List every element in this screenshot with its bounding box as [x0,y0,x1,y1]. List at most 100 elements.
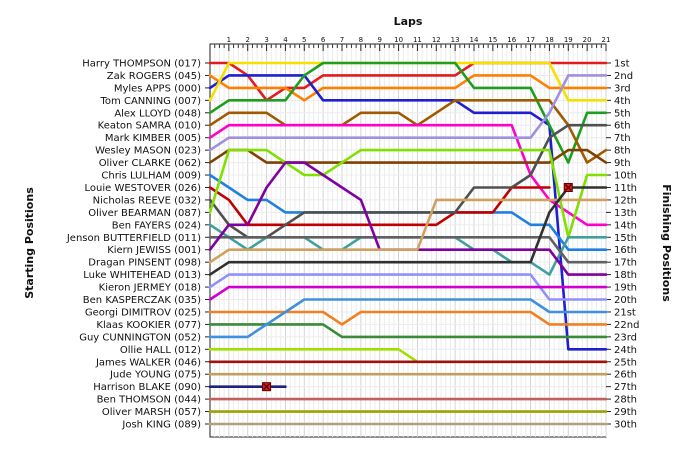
starting-position-label: Luke WHITEHEAD (013) [83,270,201,281]
starting-position-label: Harrison BLAKE (090) [93,382,201,393]
starting-position-label: Harry THOMPSON (017) [82,59,201,70]
finishing-position-label: 23rd [614,332,637,343]
lap-tick-label: 18 [545,36,554,44]
starting-position-label: Dragan PINSENT (098) [88,258,201,269]
finishing-position-label: 17th [614,258,637,269]
finishing-position-label: 11th [614,183,637,194]
finishing-position-label: 15th [614,233,637,244]
lap-tick-label: 6 [321,36,326,44]
starting-position-label: Oliver BEARMAN (087) [88,208,201,219]
lap-tick-label: 12 [432,36,441,44]
series-line [208,74,608,351]
starting-position-label: Guy CUNNINGTON (052) [79,332,201,343]
starting-position-label: Oliver MARSH (057) [102,407,201,418]
lap-tick-label: 20 [583,36,592,44]
finishing-position-label: 10th [614,171,637,182]
series-line [208,148,608,239]
finishing-position-label: 3rd [614,83,631,94]
finishing-position-label: 2nd [614,71,633,82]
starting-position-label: Zak ROGERS (045) [107,71,201,82]
series-line [208,99,608,164]
starting-position-label: Louie WESTOVER (026) [85,183,202,194]
starting-position-label: Josh KING (089) [121,420,201,431]
lap-tick-label: 10 [394,36,403,44]
starting-position-label: Keaton SAMRA (010) [98,121,201,132]
lap-tick-label: 21 [602,36,611,44]
finishing-position-label: 24th [614,345,637,356]
series-line [208,310,608,326]
lap-tick-label: 5 [302,36,306,44]
starting-position-label: Mark KIMBER (005) [105,133,201,144]
lap-tick-label: 11 [413,36,422,44]
lap-tick-label: 4 [283,36,288,44]
lap-tick-label: 15 [488,36,497,44]
lap-tick-label: 1 [227,36,231,44]
series-line [208,298,608,339]
retirement-marker [563,182,573,192]
starting-position-label: Tom CANNING (007) [100,96,202,107]
finishing-position-label: 13th [614,208,637,219]
starting-position-label: Kieron JERMEY (018) [99,283,201,294]
finishing-position-label: 30th [614,420,637,431]
finishing-position-label: 22nd [614,320,639,331]
finishing-position-label: 9th [614,158,631,169]
left-axis-title: Starting Positions [23,187,36,299]
lap-tick-label: 17 [526,36,535,44]
series-line [208,61,608,164]
starting-position-label: Klaas KOOKIER (077) [96,320,201,331]
starting-position-label: Ben KASPERCZAK (035) [83,295,201,306]
starting-position-label: Ben THOMSON (044) [97,395,202,406]
finishing-position-label: 28th [614,395,637,406]
series-line [208,123,608,239]
lap-tick-label: 9 [377,36,381,44]
finishing-position-label: 19th [614,283,637,294]
series-line [208,74,608,152]
series-line [208,148,608,164]
starting-position-label: Wesley MASON (023) [95,146,201,157]
series-line [208,198,608,264]
lap-tick-label: 8 [359,36,363,44]
starting-position-label: Georgi DIMITROV (025) [85,307,201,318]
series-line [208,186,551,227]
finishing-position-label: 12th [614,195,637,206]
finishing-position-label: 7th [614,133,631,144]
finishing-position-label: 16th [614,245,637,256]
lap-tick-label: 16 [507,36,516,44]
finishing-position-label: 4th [614,96,631,107]
finishing-position-label: 6th [614,121,631,132]
starting-position-label: Jude YOUNG (075) [109,370,201,381]
finishing-position-label: 18th [614,270,637,281]
finishing-position-label: 27th [614,382,637,393]
lap-tick-label: 19 [564,36,573,44]
lap-tick-label: 3 [264,36,268,44]
starting-position-label: James WALKER (046) [95,357,201,368]
series-line [208,323,608,339]
lap-tick-label: 2 [245,36,249,44]
retirement-marker [262,382,272,392]
finishing-position-label: 5th [614,108,631,119]
lap-tick-label: 7 [340,36,344,44]
top-axis-title: Laps [394,15,423,28]
finishing-position-label: 14th [614,220,637,231]
series-line [208,186,608,276]
series-lines [208,61,608,426]
starting-position-label: Oliver CLARKE (062) [99,158,201,169]
starting-position-label: Nicholas REEVE (032) [93,195,201,206]
starting-position-label: Alex LLOYD (048) [114,108,201,119]
starting-position-label: Ben FAYERS (024) [112,220,201,231]
starting-position-label: Ollie HALL (012) [120,345,201,356]
starting-position-label: Chris LULHAM (009) [101,171,201,182]
finishing-position-label: 8th [614,146,631,157]
finishing-position-label: 20th [614,295,637,306]
finishing-position-label: 29th [614,407,637,418]
lap-tick-label: 14 [470,36,479,44]
starting-position-label: Jenson BUTTERFIELD (011) [66,233,201,244]
finishing-position-label: 21st [614,307,636,318]
finishing-position-label: 25th [614,357,637,368]
finishing-position-label: 1st [614,59,630,70]
finishing-position-label: 26th [614,370,637,381]
starting-position-label: Kiern JEWISS (001) [107,245,201,256]
series-line [208,285,608,301]
